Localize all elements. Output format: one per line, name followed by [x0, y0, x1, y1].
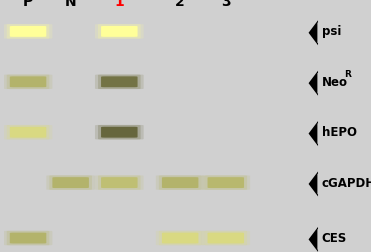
FancyBboxPatch shape: [101, 177, 138, 188]
FancyArrow shape: [309, 171, 318, 197]
FancyBboxPatch shape: [10, 233, 46, 243]
FancyBboxPatch shape: [4, 231, 52, 245]
FancyBboxPatch shape: [4, 24, 52, 39]
FancyBboxPatch shape: [4, 125, 52, 139]
FancyBboxPatch shape: [98, 175, 141, 190]
FancyBboxPatch shape: [7, 75, 49, 89]
Text: cGAPDH: cGAPDH: [322, 177, 371, 190]
FancyBboxPatch shape: [156, 175, 204, 190]
FancyBboxPatch shape: [46, 175, 95, 190]
FancyBboxPatch shape: [98, 75, 141, 89]
FancyBboxPatch shape: [101, 76, 138, 87]
FancyBboxPatch shape: [207, 233, 244, 243]
Text: CES: CES: [322, 232, 347, 245]
Text: Neo: Neo: [322, 76, 348, 89]
FancyBboxPatch shape: [98, 24, 141, 39]
FancyBboxPatch shape: [156, 231, 204, 245]
FancyBboxPatch shape: [95, 24, 144, 39]
FancyBboxPatch shape: [201, 175, 250, 190]
Text: P: P: [23, 0, 33, 9]
FancyBboxPatch shape: [98, 125, 141, 139]
FancyBboxPatch shape: [159, 175, 201, 190]
FancyBboxPatch shape: [10, 76, 46, 87]
Text: 3: 3: [221, 0, 231, 9]
FancyBboxPatch shape: [159, 231, 201, 245]
FancyArrow shape: [309, 20, 318, 45]
FancyBboxPatch shape: [7, 231, 49, 245]
FancyBboxPatch shape: [162, 233, 198, 243]
FancyArrow shape: [309, 121, 318, 146]
Text: 1: 1: [114, 0, 124, 9]
FancyBboxPatch shape: [4, 75, 52, 89]
FancyBboxPatch shape: [7, 24, 49, 39]
Text: psi: psi: [322, 25, 341, 38]
FancyBboxPatch shape: [101, 26, 138, 37]
FancyArrow shape: [309, 71, 318, 96]
Text: N: N: [65, 0, 76, 9]
FancyBboxPatch shape: [204, 231, 247, 245]
FancyBboxPatch shape: [95, 75, 144, 89]
FancyBboxPatch shape: [162, 177, 198, 188]
Text: R: R: [344, 70, 351, 79]
FancyBboxPatch shape: [101, 127, 138, 138]
FancyBboxPatch shape: [10, 26, 46, 37]
FancyBboxPatch shape: [95, 175, 144, 190]
Text: 2: 2: [175, 0, 185, 9]
FancyBboxPatch shape: [10, 127, 46, 138]
FancyBboxPatch shape: [7, 125, 49, 139]
FancyBboxPatch shape: [95, 125, 144, 139]
FancyBboxPatch shape: [52, 177, 89, 188]
FancyArrow shape: [309, 227, 318, 252]
Text: hEPO: hEPO: [322, 126, 357, 139]
FancyBboxPatch shape: [201, 231, 250, 245]
FancyBboxPatch shape: [204, 175, 247, 190]
FancyBboxPatch shape: [49, 175, 92, 190]
FancyBboxPatch shape: [207, 177, 244, 188]
